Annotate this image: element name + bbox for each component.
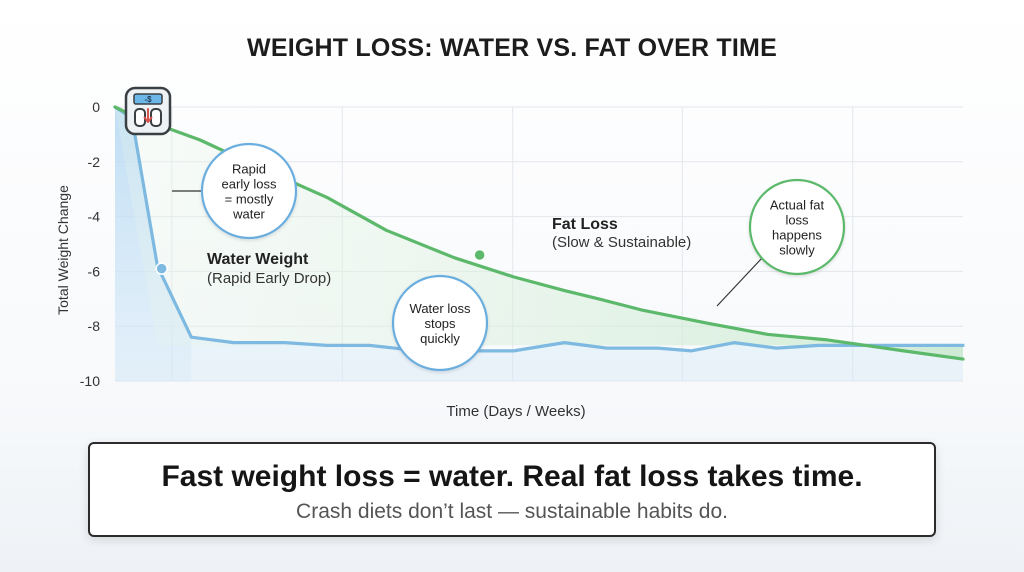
weight-loss-chart: 0 -2 -4 -6 -8 -10 Time (Days / Weeks) Total Wei… — [55, 86, 965, 420]
actual-fat-loss-bubble-text: slowly — [779, 243, 815, 258]
fat-loss-sublabel: (Slow & Sustainable) — [552, 234, 691, 251]
water-loss-stops-bubble-text: Water loss — [410, 301, 471, 316]
water-loss-stops-bubble-text: quickly — [420, 331, 460, 346]
annotations: Water Weight (Rapid Early Drop) Fat Loss(S… — [172, 142, 846, 372]
chart-title: WEIGHT LOSS: WATER VS. FAT OVER TIME — [247, 34, 777, 62]
takeaway-headline: Fast weight loss = water. Real fat loss … — [161, 460, 863, 493]
rapid-early-loss-bubble-text: early loss — [222, 177, 277, 192]
water-weight-label: Water Weight — [207, 251, 309, 268]
water-loss-stops-bubble — [391, 274, 489, 372]
actual-fat-loss-bubble-text: Actual fat — [770, 198, 825, 213]
rapid-early-loss-bubble-text: water — [232, 207, 265, 222]
y-tick-label: -4 — [88, 209, 101, 225]
water-band-fill — [115, 107, 963, 381]
scale-display-text: -$ — [144, 95, 152, 104]
actual-fat-loss-bubble-leader — [716, 257, 763, 307]
fat-loss-marker — [473, 248, 486, 262]
rapid-early-loss-bubble-text: = mostly — [225, 192, 274, 207]
y-tick-label: -6 — [88, 263, 101, 279]
actual-fat-loss-bubble-text: loss — [785, 213, 809, 228]
water-weight-sublabel: (Rapid Early Drop) — [207, 270, 331, 287]
water-loss-stops-bubble-text: stops — [424, 316, 456, 331]
y-tick-label: -10 — [80, 373, 100, 389]
fat-loss-label: Fat Loss — [552, 216, 618, 233]
rapid-early-loss-bubble-text: Rapid — [232, 162, 266, 177]
takeaway-subline: Crash diets don’t last — sustainable hab… — [296, 500, 728, 523]
bathroom-scale-icon: -$ — [124, 86, 172, 136]
water-weight-marker — [155, 262, 168, 275]
actual-fat-loss-bubble-text: happens — [772, 228, 822, 243]
x-axis-label: Time (Days / Weeks) — [446, 403, 585, 420]
y-axis-label: Total Weight Change — [55, 185, 71, 315]
fat-area-fill — [115, 107, 963, 360]
actual-fat-loss-bubble — [748, 178, 846, 276]
y-tick-label: -8 — [88, 318, 101, 334]
water-weight-line — [113, 105, 965, 353]
y-tick-label: 0 — [92, 99, 100, 115]
axes: 0 -2 -4 -6 -8 -10 Time (Days / Weeks) Total Wei… — [55, 99, 586, 420]
takeaway-box: Fast weight loss = water. Real fat loss … — [88, 442, 936, 537]
y-tick-label: -2 — [88, 154, 101, 170]
rapid-early-loss-bubble — [200, 142, 298, 240]
